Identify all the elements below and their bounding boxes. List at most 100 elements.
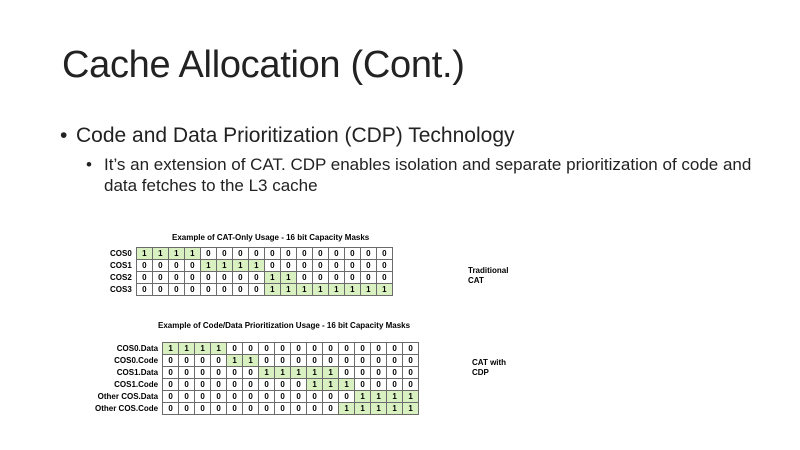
mask-bit-cell: 0 [327, 259, 345, 272]
mask-bit-cell: 0 [359, 259, 377, 272]
mask-bit-cell: 0 [375, 247, 393, 260]
row-label: COS0 [110, 249, 132, 258]
mask-bit-cell: 0 [386, 366, 404, 379]
mask-bit-cell: 0 [274, 390, 292, 403]
row-label: COS2 [110, 273, 132, 282]
mask-bit-cell: 0 [231, 247, 249, 260]
mask-bit-cell: 0 [354, 354, 372, 367]
mask-bit-cell: 0 [402, 342, 420, 355]
mask-bit-cell: 0 [226, 342, 244, 355]
sub-bullet-cdp-description: • It’s an extension of CAT. CDP enables … [86, 154, 766, 196]
row-label: COS0.Code [114, 356, 159, 365]
mask-row: COS1.Code 0 0 0 0 0 0 0 0 0 1 1 1 0 0 0 0 [95, 378, 420, 391]
mask-bit-cell: 0 [290, 378, 308, 391]
mask-bit-cell: 0 [258, 402, 276, 415]
mask-bit-cell: 0 [306, 342, 324, 355]
mask-bit-cell: 0 [167, 259, 185, 272]
mask-bit-cell: 1 [210, 342, 228, 355]
mask-bit-cell: 0 [162, 354, 180, 367]
sub-bullet-text: It’s an extension of CAT. CDP enables is… [104, 155, 752, 195]
mask-bit-cell: 0 [167, 283, 185, 296]
mask-bit-cell: 0 [322, 402, 340, 415]
mask-row: COS0.Code 0 0 0 0 1 1 0 0 0 0 0 0 0 0 0 0 [95, 354, 420, 367]
mask-bit-cell: 0 [322, 342, 340, 355]
mask-bit-cell: 0 [306, 390, 324, 403]
mask-bit-cell: 1 [402, 402, 420, 415]
mask-bit-cell: 1 [263, 283, 281, 296]
mask-bit-cell: 1 [295, 283, 313, 296]
mask-bit-cell: 1 [279, 271, 297, 284]
mask-bit-cell: 0 [295, 271, 313, 284]
mask-bit-cell: 0 [215, 247, 233, 260]
mask-bit-cell: 0 [194, 390, 212, 403]
mask-bit-cell: 0 [386, 342, 404, 355]
mask-bit-cell: 1 [290, 366, 308, 379]
cdp-mask-table: COS0.Data 1 1 1 1 0 0 0 0 0 0 0 0 0 0 0 0 COS0.Code 0 0 0 0 1 1… [95, 342, 420, 415]
mask-bit-cell: 0 [135, 271, 153, 284]
mask-bit-cell: 0 [247, 283, 265, 296]
mask-bit-cell: 1 [306, 378, 324, 391]
row-label: COS1.Data [116, 368, 159, 377]
mask-bit-cell: 0 [311, 271, 329, 284]
mask-bit-cell: 0 [258, 342, 276, 355]
table1-caption: Example of CAT-Only Usage - 16 bit Capac… [172, 233, 370, 242]
table2-side-label: CAT with CDP [472, 358, 506, 378]
mask-bit-cell: 0 [338, 366, 356, 379]
mask-bit-cell: 1 [343, 283, 361, 296]
mask-bit-cell: 0 [338, 342, 356, 355]
mask-bit-cell: 0 [226, 366, 244, 379]
side-label-line: CAT [468, 276, 484, 285]
mask-bit-cell: 0 [242, 378, 260, 391]
mask-bit-cell: 1 [306, 366, 324, 379]
mask-bit-cell: 0 [290, 342, 308, 355]
mask-bit-cell: 0 [263, 247, 281, 260]
mask-bit-cell: 0 [199, 247, 217, 260]
table1-side-label: Traditional CAT [468, 266, 508, 286]
mask-bit-cell: 0 [274, 342, 292, 355]
mask-bit-cell: 0 [338, 354, 356, 367]
mask-bit-cell: 0 [370, 354, 388, 367]
mask-bit-cell: 1 [354, 402, 372, 415]
mask-bit-cell: 0 [306, 402, 324, 415]
row-label: COS3 [110, 285, 132, 294]
mask-bit-cell: 0 [402, 354, 420, 367]
mask-bit-cell: 0 [167, 271, 185, 284]
mask-bit-cell: 0 [370, 342, 388, 355]
mask-bit-cell: 0 [231, 271, 249, 284]
mask-bit-cell: 0 [210, 402, 228, 415]
mask-bit-cell: 1 [167, 247, 185, 260]
mask-bit-cell: 0 [290, 390, 308, 403]
mask-bit-cell: 0 [370, 366, 388, 379]
mask-bit-cell: 0 [199, 271, 217, 284]
mask-row: Other COS.Code 0 0 0 0 0 0 0 0 0 0 0 1 1 1 1 1 [95, 402, 420, 415]
mask-bit-cell: 0 [194, 378, 212, 391]
mask-bit-cell: 0 [354, 342, 372, 355]
mask-bit-cell: 0 [199, 283, 217, 296]
mask-bit-cell: 0 [258, 390, 276, 403]
mask-bit-cell: 0 [354, 378, 372, 391]
mask-bit-cell: 0 [338, 390, 356, 403]
mask-bit-cell: 1 [263, 271, 281, 284]
mask-bit-cell: 1 [322, 378, 340, 391]
mask-bit-cell: 0 [258, 378, 276, 391]
mask-bit-cell: 0 [151, 283, 169, 296]
mask-bit-cell: 1 [311, 283, 329, 296]
mask-bit-cell: 1 [215, 259, 233, 272]
mask-bit-cell: 0 [279, 247, 297, 260]
mask-bit-cell: 1 [194, 342, 212, 355]
mask-bit-cell: 1 [359, 283, 377, 296]
mask-bit-cell: 0 [402, 378, 420, 391]
mask-row: COS1 0 0 0 0 1 1 1 1 0 0 0 0 0 0 0 0 [110, 259, 393, 272]
mask-bit-cell: 1 [199, 259, 217, 272]
row-label: COS0.Data [116, 344, 159, 353]
mask-bit-cell: 1 [151, 247, 169, 260]
mask-bit-cell: 1 [279, 283, 297, 296]
mask-bit-cell: 1 [370, 402, 388, 415]
mask-bit-cell: 0 [151, 259, 169, 272]
mask-bit-cell: 0 [242, 390, 260, 403]
mask-bit-cell: 0 [226, 378, 244, 391]
slide-title: Cache Allocation (Cont.) [62, 44, 465, 86]
mask-bit-cell: 0 [183, 271, 201, 284]
mask-row: COS3 0 0 0 0 0 0 0 0 1 1 1 1 1 1 1 1 [110, 283, 393, 296]
mask-bit-cell: 0 [247, 271, 265, 284]
